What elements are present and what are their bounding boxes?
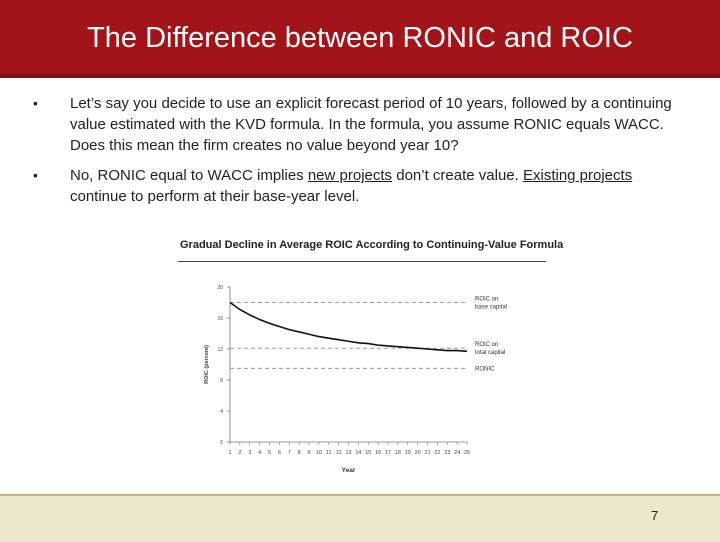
x-tick-label: 3 [248, 450, 251, 456]
y-tick-label: 20 [217, 285, 223, 291]
x-tick-label: 8 [298, 450, 301, 456]
x-tick-label: 18 [395, 450, 401, 456]
y-axis-label: ROIC (percent) [204, 345, 210, 384]
x-tick-label: 13 [345, 450, 351, 456]
underlined-existing-projects: Existing projects [522, 167, 633, 184]
reference-line-label: ROIC on [475, 297, 498, 303]
title-bar: The Difference between RONIC and ROIC [0, 0, 720, 78]
x-tick-label: 2 [238, 450, 241, 456]
bullet-text: Let’s say you decide to use an explicit … [70, 95, 672, 154]
bullet-list: • Let’s say you decide to use an explici… [33, 93, 683, 216]
x-tick-label: 7 [288, 450, 291, 456]
reference-line-label: total capital [475, 350, 505, 356]
x-tick-label: 19 [405, 450, 411, 456]
title-bar-accent [0, 74, 720, 78]
x-tick-label: 25 [464, 450, 470, 456]
footer-bar [0, 494, 720, 542]
bullet-item: • No, RONIC equal to WACC implies new pr… [33, 165, 683, 207]
reference-line-label: RONIC [475, 366, 495, 372]
x-tick-label: 12 [336, 450, 342, 456]
bullet-marker: • [33, 167, 38, 183]
y-tick-label: 12 [217, 347, 223, 353]
chart-title: Gradual Decline in Average ROIC Accordin… [180, 239, 564, 251]
bullet-text-mid: don’t create value. [392, 167, 523, 184]
x-tick-label: 21 [424, 450, 430, 456]
x-tick-label: 16 [375, 450, 381, 456]
x-tick-label: 24 [454, 450, 460, 456]
x-tick-label: 22 [434, 450, 440, 456]
x-tick-label: 9 [307, 450, 310, 456]
slide-title: The Difference between RONIC and ROIC [87, 22, 633, 54]
y-tick-label: 16 [217, 316, 223, 322]
bullet-marker: • [33, 95, 38, 111]
y-tick-label: 4 [220, 409, 223, 415]
y-tick-label: 8 [220, 378, 223, 384]
x-tick-label: 17 [385, 450, 391, 456]
bullet-text-post: continue to perform at their base-year l… [70, 188, 360, 205]
x-tick-label: 15 [365, 450, 371, 456]
reference-line-label: ROIC on [475, 342, 498, 348]
bullet-text-pre: No, RONIC equal to WACC implies [70, 167, 308, 184]
x-tick-label: 6 [278, 450, 281, 456]
series-line [229, 301, 468, 353]
x-tick-label: 10 [316, 450, 322, 456]
underlined-new-projects: new projects [307, 167, 393, 184]
x-tick-label: 11 [326, 450, 332, 456]
bullet-item: • Let’s say you decide to use an explici… [33, 93, 683, 156]
x-tick-label: 1 [228, 450, 231, 456]
page-number: 7 [651, 508, 659, 523]
x-axis-label: Year [342, 467, 356, 474]
x-tick-label: 20 [415, 450, 421, 456]
x-tick-label: 23 [444, 450, 450, 456]
reference-line-label: base capital [475, 305, 507, 311]
x-tick-label: 5 [268, 450, 271, 456]
chart-title-rule [178, 261, 546, 262]
x-tick-label: 14 [355, 450, 361, 456]
y-tick-label: 0 [220, 440, 223, 446]
x-tick-label: 4 [258, 450, 261, 456]
